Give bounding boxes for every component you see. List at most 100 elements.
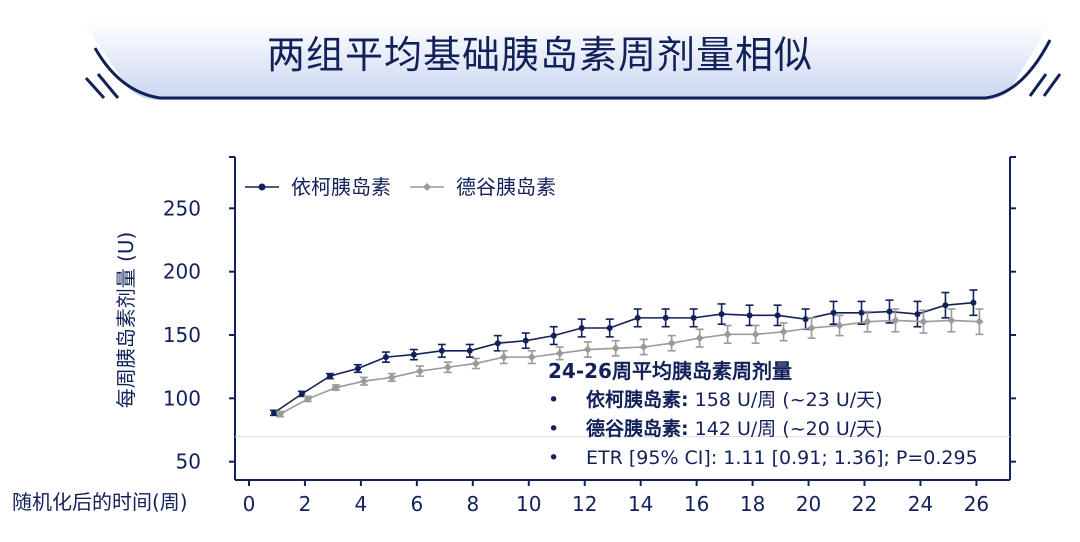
summary-item-value: ETR [95% CI]: 1.11 [0.91; 1.36]; P=0.295 bbox=[586, 447, 978, 469]
series-2 bbox=[275, 308, 984, 419]
data-point bbox=[410, 351, 417, 358]
data-point bbox=[583, 345, 592, 354]
data-point bbox=[303, 394, 312, 403]
data-point bbox=[975, 317, 984, 326]
data-point bbox=[690, 314, 697, 321]
summary-item: • 德谷胰岛素: 142 U/周 (~20 U/天) bbox=[548, 415, 1008, 444]
dose-summary-box: 24-26周平均胰岛素周剂量 • 依柯胰岛素: 158 U/周 (~23 U/天… bbox=[548, 357, 1008, 473]
data-point bbox=[298, 390, 305, 397]
x-tick-label: 16 bbox=[684, 492, 709, 516]
banner-slash-left-2 bbox=[96, 73, 120, 99]
data-point bbox=[802, 316, 809, 323]
data-point bbox=[858, 309, 865, 316]
data-point bbox=[863, 317, 872, 326]
x-tick-label: 10 bbox=[516, 492, 541, 516]
data-point bbox=[471, 359, 480, 368]
data-point bbox=[387, 373, 396, 382]
data-point bbox=[275, 410, 284, 419]
y-tick-label: 200 bbox=[163, 260, 201, 284]
bullet-icon: • bbox=[548, 418, 560, 440]
data-point bbox=[555, 349, 564, 358]
y-tick-label: 250 bbox=[163, 196, 201, 220]
banner-underline bbox=[93, 39, 1052, 100]
data-point bbox=[639, 343, 648, 351]
x-tick-label: 26 bbox=[964, 492, 989, 516]
legend-label: 德谷胰岛素 bbox=[456, 175, 556, 199]
x-tick-label: 8 bbox=[466, 492, 479, 516]
data-point bbox=[354, 365, 361, 372]
data-point bbox=[662, 314, 669, 321]
data-point bbox=[270, 409, 277, 416]
banner-background bbox=[82, 20, 1052, 100]
series-line bbox=[279, 319, 980, 415]
data-point bbox=[611, 344, 620, 353]
bullet-icon: • bbox=[548, 447, 560, 469]
data-point bbox=[746, 312, 753, 319]
summary-item-label: 德谷胰岛素: bbox=[586, 418, 689, 440]
legend-label: 依柯胰岛素 bbox=[291, 175, 391, 199]
data-point bbox=[751, 330, 760, 339]
data-point bbox=[522, 337, 529, 344]
data-point bbox=[634, 314, 641, 321]
data-point bbox=[667, 339, 676, 348]
summary-item: • ETR [95% CI]: 1.11 [0.91; 1.36]; P=0.2… bbox=[548, 444, 1008, 473]
data-point bbox=[942, 302, 949, 309]
data-point bbox=[331, 383, 340, 392]
x-tick-label: 2 bbox=[299, 492, 312, 516]
x-tick-label: 12 bbox=[572, 492, 597, 516]
banner-slash-right-1 bbox=[1028, 73, 1048, 97]
bullet-icon: • bbox=[548, 389, 560, 411]
x-tick-label: 24 bbox=[908, 492, 933, 516]
data-point bbox=[550, 332, 557, 339]
x-tick-label: 14 bbox=[628, 492, 653, 516]
page-title: 两组平均基础胰岛素周剂量相似 bbox=[266, 33, 813, 77]
data-point bbox=[578, 325, 585, 331]
data-point bbox=[947, 316, 956, 325]
data-point bbox=[919, 317, 928, 326]
banner-slash-right-2 bbox=[1042, 73, 1062, 97]
legend-marker bbox=[423, 183, 431, 191]
summary-item-label: 依柯胰岛素: bbox=[586, 389, 689, 411]
data-point bbox=[382, 354, 389, 361]
data-point bbox=[914, 311, 921, 318]
data-point bbox=[443, 363, 452, 372]
summary-item-value: 158 U/周 (~23 U/天) bbox=[688, 389, 883, 411]
summary-heading: 24-26周平均胰岛素周剂量 bbox=[548, 359, 792, 383]
y-tick-label: 50 bbox=[176, 450, 201, 474]
data-point bbox=[779, 327, 788, 336]
y-tick-label: 150 bbox=[163, 323, 201, 347]
data-point bbox=[830, 309, 837, 316]
data-point bbox=[415, 367, 424, 376]
data-point bbox=[466, 347, 473, 354]
x-axis-ticks: 0 2 4 6 8 10 12 14 16 18 20 22 24 26 bbox=[243, 480, 989, 516]
legend-marker bbox=[258, 183, 266, 191]
legend-item: 依柯胰岛素 bbox=[245, 175, 391, 199]
x-tick-label: 22 bbox=[852, 492, 877, 516]
data-point bbox=[359, 377, 368, 386]
data-point bbox=[606, 325, 613, 331]
data-point bbox=[499, 353, 508, 362]
data-point bbox=[527, 353, 536, 362]
data-point bbox=[326, 373, 333, 380]
plot-frame bbox=[234, 157, 1011, 481]
data-point bbox=[891, 316, 900, 325]
x-tick-label: 4 bbox=[355, 492, 368, 516]
title-banner bbox=[82, 20, 1062, 100]
series-1 bbox=[269, 289, 978, 417]
legend: 依柯胰岛素 德谷胰岛素 bbox=[245, 175, 556, 199]
data-point bbox=[494, 340, 501, 347]
summary-item-value: 142 U/周 (~20 U/天) bbox=[688, 418, 883, 440]
data-point bbox=[970, 299, 977, 306]
x-tick-label: 6 bbox=[410, 492, 423, 516]
y-axis-ticks: 50 100 150 200 250 bbox=[163, 156, 1016, 474]
summary-item: • 依柯胰岛素: 158 U/周 (~23 U/天) bbox=[548, 386, 1008, 415]
x-axis-label: 随机化后的时间(周) bbox=[12, 490, 188, 514]
x-tick-label: 18 bbox=[740, 492, 765, 516]
plot-series bbox=[269, 289, 984, 419]
data-point bbox=[807, 324, 816, 332]
legend-item: 德谷胰岛素 bbox=[410, 175, 556, 199]
data-point bbox=[695, 334, 704, 343]
y-tick-label: 100 bbox=[163, 386, 201, 410]
data-point bbox=[774, 312, 781, 319]
